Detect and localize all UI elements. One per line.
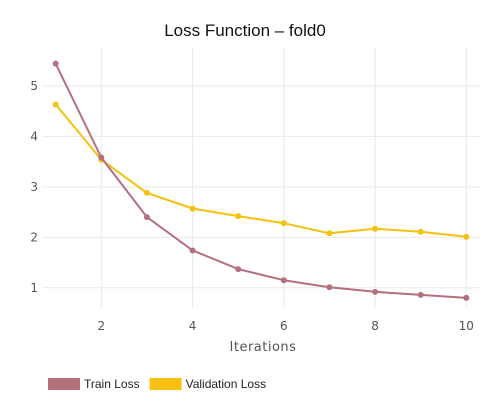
x-tick-label: 10 [459,319,474,333]
y-tick-label: 5 [30,79,38,93]
data-point-train-loss[interactable] [235,266,242,273]
data-point-validation-loss[interactable] [235,213,242,220]
data-point-train-loss[interactable] [463,294,470,301]
y-tick-label: 3 [30,180,38,194]
legend-item-train-loss[interactable]: Train Loss [48,377,140,391]
legend-label: Validation Loss [186,377,267,391]
legend-swatch [48,378,80,390]
data-point-validation-loss[interactable] [143,189,150,196]
data-point-train-loss[interactable] [372,288,379,295]
data-point-validation-loss[interactable] [326,230,333,237]
data-point-validation-loss[interactable] [372,225,379,232]
y-tick-label: 4 [30,129,38,143]
data-point-train-loss[interactable] [417,291,424,298]
series-validation-loss [52,101,470,240]
data-point-train-loss[interactable] [326,284,333,291]
data-point-validation-loss[interactable] [189,205,196,212]
chart-title: Loss Function – fold0 [164,21,326,40]
data-point-train-loss[interactable] [189,247,196,254]
series-line-train-loss [54,62,468,299]
legend-swatch [149,378,182,390]
x-axis-ticks: 2 4 6 8 10 [97,319,473,333]
x-tick-label: 2 [97,319,105,333]
data-point-validation-loss[interactable] [52,101,59,108]
data-point-validation-loss[interactable] [417,228,424,235]
legend-label: Train Loss [84,377,140,391]
x-tick-label: 8 [371,319,379,333]
data-point-train-loss[interactable] [280,277,287,284]
legend[interactable]: Train Loss Validation Loss [48,377,266,391]
grid-lines [42,48,480,308]
data-point-validation-loss[interactable] [280,220,287,227]
data-point-train-loss[interactable] [143,214,150,221]
x-axis-label: Iterations [230,340,297,355]
y-tick-label: 1 [30,281,38,295]
series-line-validation-loss [54,103,468,238]
series-train-loss [52,60,470,301]
data-point-train-loss[interactable] [52,60,59,67]
x-tick-label: 6 [280,319,288,333]
data-point-validation-loss[interactable] [463,233,470,240]
x-tick-label: 4 [189,319,197,333]
legend-item-validation-loss[interactable]: Validation Loss [149,377,267,391]
data-point-train-loss[interactable] [98,154,105,161]
series-layer [52,60,470,301]
y-tick-label: 2 [30,230,38,244]
y-axis-ticks: 1 2 3 4 5 [30,79,38,295]
